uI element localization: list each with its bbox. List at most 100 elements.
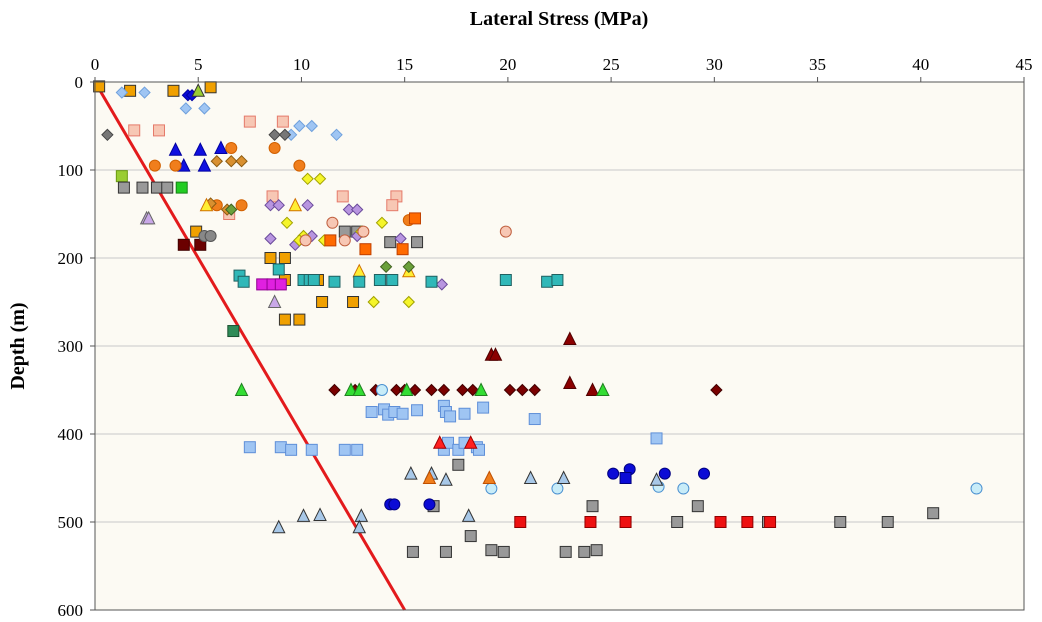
data-point-diamond <box>342 203 356 216</box>
data-point-triangle <box>191 83 206 97</box>
data-point-square <box>152 124 165 137</box>
data-point-diamond <box>198 102 211 115</box>
data-point-square <box>834 516 847 528</box>
x-tick-label: 30 <box>706 55 723 74</box>
data-point-square <box>353 275 366 288</box>
data-point-square <box>714 516 727 528</box>
y-tick-label: 0 <box>75 73 84 92</box>
data-point-circle <box>268 142 281 154</box>
data-point-diamond <box>456 383 469 397</box>
data-point-triangle <box>352 519 367 534</box>
data-point-square <box>485 544 498 557</box>
data-point-square <box>293 313 306 326</box>
data-point-triangle <box>523 470 538 484</box>
data-point-circle <box>326 216 339 229</box>
data-point-square <box>458 407 471 420</box>
data-point-square <box>328 275 341 288</box>
x-tick-label: 45 <box>1016 55 1033 74</box>
data-point-diamond <box>313 172 327 186</box>
data-point-square <box>161 181 174 194</box>
x-tick-label: 40 <box>912 55 929 74</box>
data-point-square <box>136 181 149 194</box>
data-point-square <box>619 516 632 528</box>
data-point-triangle <box>296 508 311 522</box>
data-point-triangle <box>422 470 437 484</box>
data-point-diamond <box>437 383 451 397</box>
y-tick-label: 400 <box>58 425 84 444</box>
data-point-square <box>243 441 256 454</box>
data-point-square <box>578 545 591 558</box>
data-point-square <box>278 252 291 264</box>
data-point-square <box>365 406 378 418</box>
data-point-diamond <box>280 216 294 230</box>
data-point-square <box>881 516 894 528</box>
data-point-diamond <box>301 172 314 186</box>
data-point-square <box>425 275 438 288</box>
y-tick-label: 200 <box>58 249 84 268</box>
data-point-triangle <box>313 507 327 521</box>
data-point-square <box>497 545 510 558</box>
data-point-square <box>347 296 360 308</box>
data-point-triangle <box>234 382 249 396</box>
data-point-square <box>272 263 285 276</box>
data-point-diamond <box>402 260 416 274</box>
data-point-square <box>336 190 349 203</box>
data-point-diamond <box>503 383 517 397</box>
data-point-circle <box>677 482 690 495</box>
data-point-square <box>764 516 777 528</box>
data-point-square <box>386 199 399 212</box>
data-point-square <box>650 432 663 445</box>
data-point-square <box>274 278 287 291</box>
data-point-diamond <box>115 86 129 99</box>
x-tick-label: 10 <box>293 55 310 74</box>
data-point-square <box>541 275 554 288</box>
data-point-triangle <box>463 435 478 449</box>
data-point-square <box>452 443 465 456</box>
data-point-diamond <box>425 383 438 397</box>
data-point-square <box>439 545 452 558</box>
x-tick-label: 0 <box>91 55 100 74</box>
data-point-circle <box>375 384 388 396</box>
data-point-diamond <box>710 383 723 397</box>
data-point-diamond <box>305 119 318 133</box>
data-point-circle <box>698 467 711 480</box>
data-point-circle <box>357 225 370 238</box>
data-point-square <box>243 115 256 128</box>
data-point-circle <box>485 482 498 495</box>
data-point-circle <box>169 159 182 172</box>
data-point-square <box>266 190 279 203</box>
data-point-triangle <box>649 472 664 486</box>
data-point-square <box>373 274 386 286</box>
data-point-diamond <box>328 383 341 397</box>
data-point-square <box>691 500 704 513</box>
data-point-diamond <box>301 198 314 212</box>
data-point-diamond <box>390 383 403 397</box>
data-point-circle <box>423 498 436 511</box>
data-point-diamond <box>375 216 389 230</box>
data-point-circle <box>970 482 983 495</box>
data-point-diamond <box>330 128 343 142</box>
data-point-triangle <box>267 294 282 308</box>
data-point-triangle <box>199 197 214 212</box>
data-point-square <box>264 252 277 264</box>
data-point-square <box>477 401 490 414</box>
data-point-square <box>150 181 163 194</box>
data-point-triangle <box>352 382 367 396</box>
data-point-square <box>590 544 603 557</box>
data-point-square <box>93 80 106 93</box>
data-point-square <box>741 516 754 528</box>
data-point-square <box>584 516 597 528</box>
y-tick-label: 500 <box>58 513 84 532</box>
data-point-triangle <box>556 470 571 484</box>
data-point-square <box>452 458 465 471</box>
x-axis-title: Lateral Stress (MPa) <box>470 8 648 30</box>
data-point-triangle <box>482 470 497 484</box>
data-point-square <box>338 443 351 456</box>
data-point-circle <box>338 234 351 247</box>
y-tick-label: 100 <box>58 161 84 180</box>
data-point-diamond <box>367 295 380 309</box>
data-point-triangle <box>488 347 503 361</box>
data-point-circle <box>499 225 512 238</box>
data-point-circle <box>551 482 564 495</box>
data-point-triangle <box>399 382 414 396</box>
